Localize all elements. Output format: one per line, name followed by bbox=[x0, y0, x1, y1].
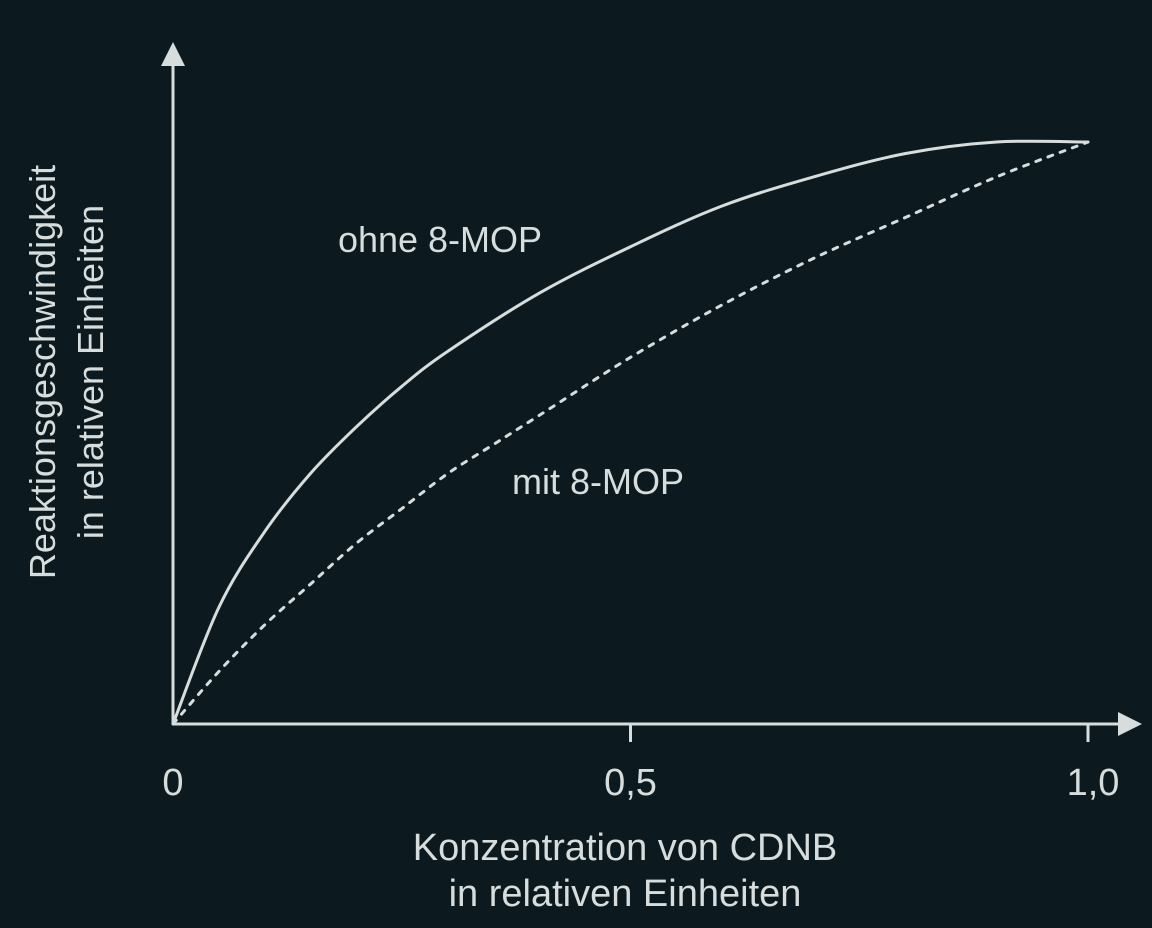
y-axis-title: Reaktionsgeschwindigkeit in relativen Ei… bbox=[22, 165, 111, 579]
y-axis-title-line2: in relativen Einheiten bbox=[70, 205, 111, 539]
x-axis-arrow-icon bbox=[1118, 712, 1142, 736]
y-axis bbox=[161, 42, 185, 724]
series-line-mit-8-mop bbox=[171, 140, 1090, 726]
series-labels: ohne 8-MOP mit 8-MOP bbox=[338, 219, 684, 502]
x-tick-label: 0,5 bbox=[604, 762, 657, 804]
x-axis-title-line1: Konzentration von CDNB bbox=[413, 827, 838, 869]
series-label-ohne: ohne 8-MOP bbox=[338, 219, 542, 260]
x-tick-label: 1,0 bbox=[1067, 762, 1120, 804]
series-line-ohne-8-mop bbox=[171, 139, 1090, 726]
y-axis-title-line1: Reaktionsgeschwindigkeit bbox=[22, 165, 63, 579]
series-label-mit: mit 8-MOP bbox=[512, 461, 684, 502]
y-axis-arrow-icon bbox=[161, 42, 185, 66]
x-tick-label: 0 bbox=[162, 762, 183, 804]
x-axis-ticks: 0 0,5 1,0 bbox=[162, 724, 1119, 804]
data-series bbox=[171, 139, 1090, 726]
x-axis-title: Konzentration von CDNB in relativen Einh… bbox=[413, 827, 838, 915]
x-axis bbox=[173, 712, 1142, 736]
x-axis-title-line2: in relativen Einheiten bbox=[449, 873, 802, 915]
